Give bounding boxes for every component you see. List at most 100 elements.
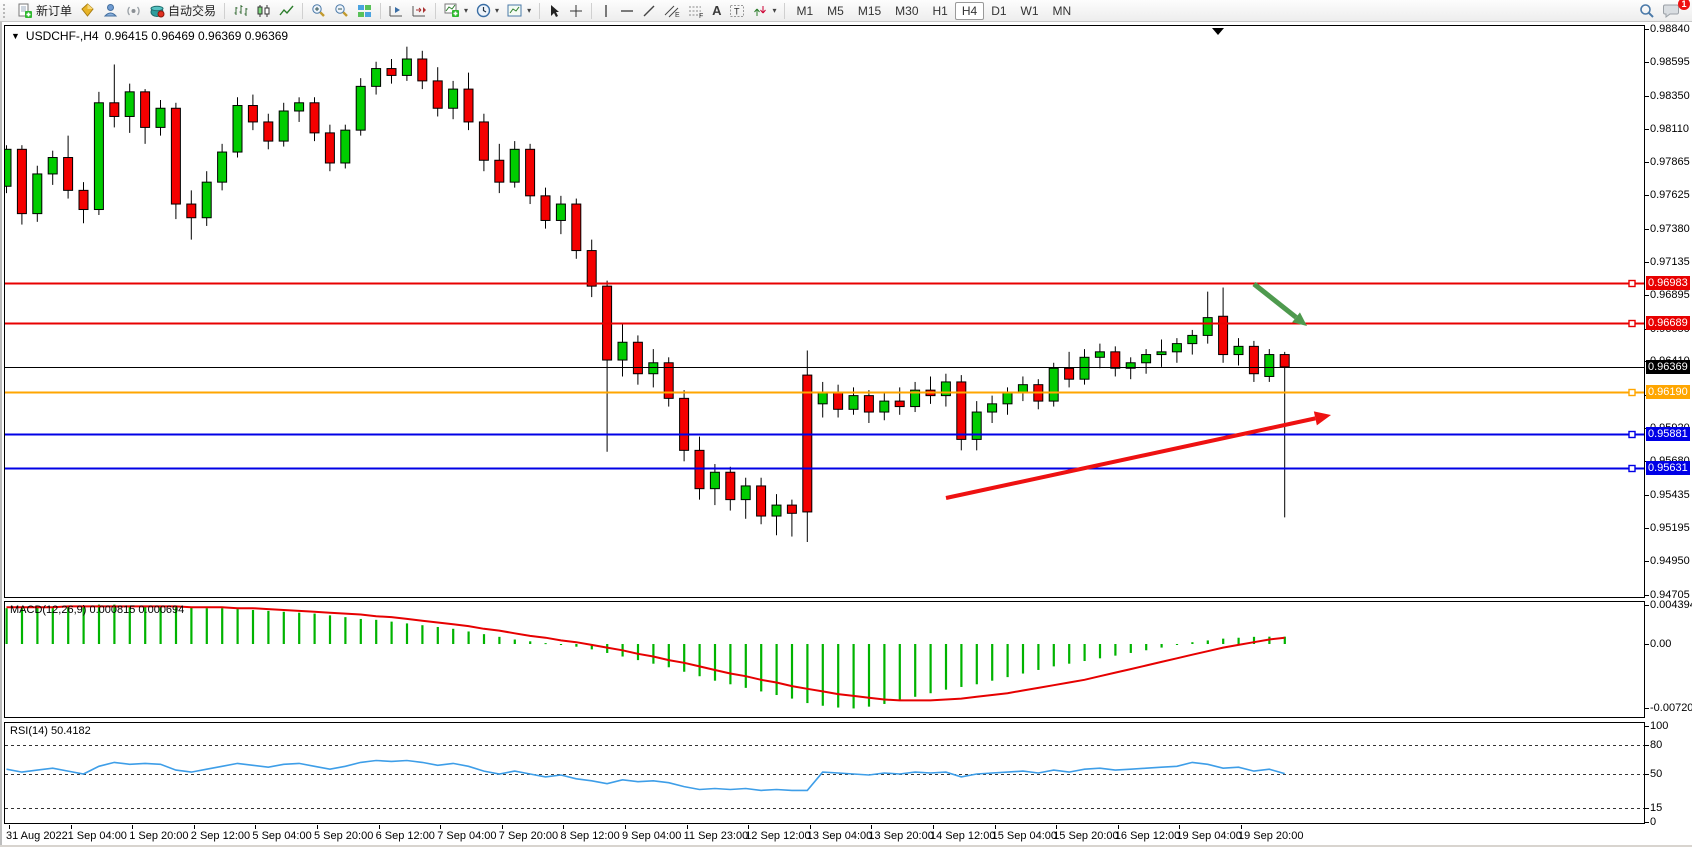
up-trend-arrow[interactable] [945,416,1316,500]
label-tool-button[interactable]: T [725,3,749,19]
tab-timeframe-m1[interactable]: M1 [796,3,814,18]
macd-bar [113,604,116,644]
macd-axis-label: 0.004394 [1650,598,1692,611]
line-endpoint-marker[interactable] [1628,464,1636,473]
candle-up [217,151,228,183]
trendline-icon [643,5,655,16]
auto-trading-button[interactable]: 自动交易 [145,1,220,20]
axis-tick-mark [1645,774,1649,775]
arrows-tool-button[interactable]: ▾ [749,3,780,19]
indicators-button[interactable]: ▾ [440,2,472,19]
auto-scroll-button[interactable] [385,3,408,19]
crosshair-tool-button[interactable] [565,3,587,19]
periods-button[interactable]: ▾ [472,2,503,19]
vertical-line-tool-button[interactable] [596,3,616,19]
date-tick-label: 13 Sep 04:00 [806,830,873,842]
candle-down [186,203,197,219]
tab-timeframe-m5[interactable]: M5 [827,3,844,18]
trendline-tool-button[interactable] [638,3,660,19]
price-tick-label: 0.94950 [1650,555,1690,568]
macd-bar [837,644,840,708]
macd-axis-label: -0.007206 [1650,702,1692,715]
equidistant-channel-tool-button[interactable]: E [660,3,684,19]
macd-bar [529,641,532,644]
price-chart-pane[interactable]: ▼ USDCHF-,H4 0.96415 0.96469 0.96369 0.9… [1,25,1645,598]
periods-caret-icon: ▾ [495,6,500,15]
fibonacci-tool-button[interactable]: F [684,3,708,19]
down-trend-arrow-head[interactable] [1292,312,1307,326]
date-tick-mark [1117,825,1119,829]
horizontal-line-tool-button[interactable] [616,3,638,19]
notifications-button[interactable]: 1 [1659,0,1690,19]
window-left-edge [0,22,2,845]
price-level-badge-0.96369: 0.96369 [1646,360,1690,375]
candle-down [478,121,489,161]
candlestick-mode-button[interactable] [252,3,275,19]
navigator-button[interactable] [99,2,122,19]
date-tick-mark [748,825,750,829]
down-trend-arrow[interactable] [1252,282,1298,320]
macd-bar [806,644,809,704]
tab-timeframe-m15[interactable]: M15 [857,3,882,18]
date-axis[interactable]: 31 Aug 2022 1 Sep 04:00 1 Sep 20:00 2 Sep 1… [4,825,1645,845]
macd-canvas [5,604,1286,709]
macd-indicator-pane[interactable]: MACD(12,26,9) 0.000815 0.000694 [4,601,1645,718]
candle-down [324,132,335,164]
new-order-button[interactable]: 新订单 [13,1,76,20]
template-icon [507,4,522,16]
macd-bar [883,644,886,704]
clock-icon [476,3,491,18]
macd-bar [667,644,670,668]
candle-up [401,58,412,76]
line-endpoint-marker[interactable] [1628,279,1636,288]
candle-down [725,471,736,501]
tab-timeframe-w1[interactable]: W1 [1020,3,1039,18]
chart-shift-button[interactable] [408,3,431,19]
line-chart-mode-button[interactable] [275,3,298,19]
tab-timeframe-d1[interactable]: D1 [991,3,1007,18]
zoom-out-button[interactable] [330,2,353,19]
macd-bar [1129,644,1132,653]
candle-down [571,203,582,252]
market-watch-icon [81,3,94,17]
line-endpoint-marker[interactable] [1628,388,1636,397]
text-tool-button[interactable]: A [708,3,725,18]
auto-trading-icon [150,5,165,18]
candle-up [1264,354,1275,377]
candlestick-series [1,46,1290,543]
tile-windows-button[interactable] [353,3,376,19]
tab-timeframe-m30[interactable]: M30 [895,3,919,18]
bar-chart-mode-button[interactable] [229,3,252,19]
axis-tick-mark [1645,28,1649,30]
cursor-tool-button[interactable] [544,3,565,19]
svg-text:E: E [675,12,680,18]
price-axis[interactable]: 0.98840 0.98595 0.98350 0.98110 0.97865 0.976… [1645,0,1692,847]
new-order-icon [18,3,32,18]
macd-bar [544,643,547,645]
tab-timeframe-h1[interactable]: H1 [932,3,948,18]
candle-up [93,102,104,211]
market-watch-button[interactable] [76,2,99,19]
axis-tick-mark [1645,725,1649,727]
templates-button[interactable]: ▾ [503,3,535,19]
axis-tick-mark [1645,195,1649,197]
rsi-indicator-pane[interactable]: RSI(14) 50.4182 [4,722,1645,824]
line-endpoint-marker[interactable] [1628,430,1636,439]
macd-bar [298,612,301,644]
date-tick-label: 19 Sep 04:00 [1176,830,1242,842]
toolbar-grip[interactable] [3,3,10,18]
macd-bar [1006,644,1009,678]
chart-shift-marker-icon[interactable] [1212,28,1224,35]
line-endpoint-marker[interactable] [1628,319,1636,328]
chart-title-dropdown-icon[interactable]: ▼ [11,31,20,41]
tab-timeframe-mn[interactable]: MN [1052,3,1072,18]
macd-bar [267,610,270,644]
zoom-in-button[interactable] [307,2,330,19]
signal-button[interactable] [122,2,145,19]
up-trend-arrow-head[interactable] [1313,411,1331,426]
tab-timeframe-h4[interactable]: H4 [954,1,985,20]
candle-down [863,395,874,413]
search-button[interactable] [1635,2,1659,20]
macd-bar [190,607,193,644]
